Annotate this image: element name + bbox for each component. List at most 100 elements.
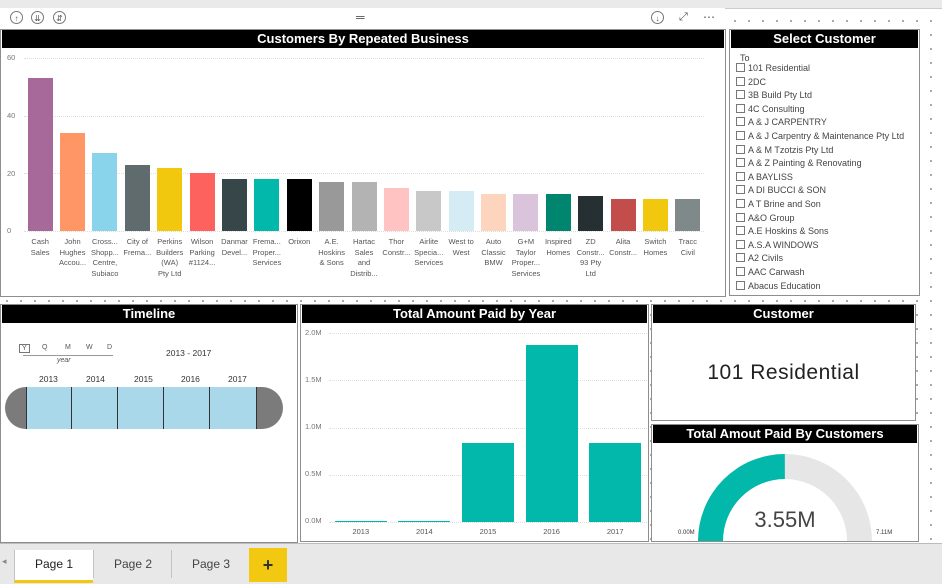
checkbox-icon[interactable]	[736, 76, 745, 86]
bar[interactable]	[351, 181, 377, 231]
customer-card-title: Customer	[653, 305, 914, 323]
bar[interactable]	[398, 521, 451, 522]
bar[interactable]	[286, 179, 312, 231]
slicer-item[interactable]: AAC Carwash	[736, 266, 919, 280]
checkbox-icon[interactable]	[736, 117, 745, 127]
bar[interactable]	[254, 179, 280, 231]
slicer-item[interactable]: A & J CARPENTRY	[736, 116, 919, 130]
y-tick-label: 20	[7, 169, 16, 178]
y-tick-label: 0.0M	[305, 516, 322, 525]
drag-handle-icon[interactable]: ═	[356, 10, 365, 24]
bar[interactable]	[589, 442, 642, 522]
bar[interactable]	[481, 193, 507, 231]
granularity-year[interactable]: Y	[19, 344, 30, 353]
expand-down-icon[interactable]: ⇊	[31, 11, 44, 24]
gridline	[329, 427, 647, 429]
bar[interactable]	[545, 193, 571, 231]
bar[interactable]	[60, 132, 86, 231]
bar[interactable]	[383, 187, 409, 231]
bar[interactable]	[416, 190, 442, 231]
slicer-item[interactable]: A.S.A WINDOWS	[736, 239, 919, 253]
slicer-item[interactable]: A & J Carpentry & Maintenance Pty Ltd	[736, 130, 919, 144]
bar[interactable]	[124, 164, 150, 231]
granularity-month[interactable]: M	[65, 344, 71, 351]
checkbox-icon[interactable]	[736, 198, 745, 208]
bar[interactable]	[513, 193, 539, 231]
drill-up-icon[interactable]: ↑	[10, 11, 23, 24]
slicer-item-label: AAC Carwash	[748, 266, 805, 277]
timeline-period-2016[interactable]	[164, 387, 210, 429]
bar[interactable]	[334, 521, 387, 522]
expand-all-icon[interactable]: ⇵	[53, 11, 66, 24]
slicer-item[interactable]: 4C Consulting	[736, 103, 919, 117]
timeline-period-2013[interactable]	[26, 387, 72, 429]
bar[interactable]	[462, 442, 514, 522]
drill-down-icon[interactable]: ↓	[651, 11, 664, 24]
bar[interactable]	[189, 173, 215, 231]
select-customer-slicer: Select Customer To 101 Residential 2DC 3B …	[729, 29, 920, 296]
bar[interactable]	[319, 181, 345, 231]
slicer-item[interactable]: A T Brine and Son	[736, 198, 919, 212]
page-tabs-bar: ◂ Page 1 Page 2 Page 3 +	[0, 543, 942, 584]
bar[interactable]	[221, 179, 247, 231]
bar[interactable]	[610, 199, 636, 231]
bar[interactable]	[27, 78, 53, 231]
bar[interactable]	[525, 345, 578, 522]
gridline	[329, 380, 647, 382]
timeline-period-2015[interactable]	[118, 387, 164, 429]
bar[interactable]	[92, 153, 118, 231]
bar[interactable]	[448, 190, 474, 231]
slicer-list[interactable]: 101 Residential 2DC 3B Build Pty Ltd 4C Con…	[736, 62, 919, 290]
checkbox-icon[interactable]	[736, 185, 745, 195]
tab-page-2[interactable]: Page 2	[93, 550, 172, 578]
slicer-item-label: A & J CARPENTRY	[748, 117, 827, 128]
checkbox-icon[interactable]	[736, 239, 745, 249]
slicer-item[interactable]: A & Z Painting & Renovating	[736, 157, 919, 171]
timeline-year-label: 2014	[86, 374, 105, 384]
slicer-item[interactable]: A BAYLISS	[736, 171, 919, 185]
x-tick-label: 2014	[416, 527, 433, 536]
checkbox-icon[interactable]	[736, 253, 745, 263]
focus-mode-icon[interactable]: ⤢	[679, 11, 688, 23]
granularity-week[interactable]: W	[86, 344, 93, 351]
slicer-item[interactable]: A DI BUCCI & SON	[736, 184, 919, 198]
bar[interactable]	[578, 196, 604, 231]
more-options-icon[interactable]: ⋯	[703, 10, 715, 24]
repeated-business-panel: Customers By Repeated Business 60 40 20 …	[0, 29, 726, 297]
scroll-left-icon[interactable]: ◂	[2, 556, 7, 566]
timeline-period-2014[interactable]	[72, 387, 118, 429]
slicer-item[interactable]: Abacus Education	[736, 280, 919, 290]
timeline-period-2017[interactable]	[210, 387, 257, 429]
slicer-item[interactable]: 101 Residential	[736, 62, 919, 76]
slicer-item[interactable]: 3B Build Pty Ltd	[736, 89, 919, 103]
tab-page-3[interactable]: Page 3	[171, 550, 250, 578]
checkbox-icon[interactable]	[736, 144, 745, 154]
bar[interactable]	[157, 167, 183, 231]
checkbox-icon[interactable]	[736, 103, 745, 113]
granularity-track	[23, 355, 113, 356]
granularity-day[interactable]: D	[107, 344, 113, 351]
slicer-item-label: 2DC	[748, 76, 767, 87]
add-page-button[interactable]: +	[249, 548, 287, 582]
checkbox-icon[interactable]	[736, 212, 745, 222]
tab-page-1[interactable]: Page 1	[14, 550, 93, 583]
bar[interactable]	[675, 199, 701, 231]
checkbox-icon[interactable]	[736, 171, 745, 181]
x-tick-label: 2017	[606, 527, 624, 536]
checkbox-icon[interactable]	[736, 63, 745, 72]
x-tick-label: ZD Constr... 93 Pty Ltd	[576, 237, 605, 278]
slicer-item-label: A & J Carpentry & Maintenance Pty Ltd	[748, 130, 905, 141]
checkbox-icon[interactable]	[736, 130, 745, 140]
checkbox-icon[interactable]	[736, 280, 745, 290]
checkbox-icon[interactable]	[736, 158, 745, 168]
slicer-item[interactable]: A & M Tzotzis Pty Ltd	[736, 144, 919, 158]
checkbox-icon[interactable]	[736, 226, 745, 236]
bar[interactable]	[642, 199, 668, 231]
granularity-quarter[interactable]: Q	[42, 344, 48, 351]
slicer-item[interactable]: A.E Hoskins & Sons	[736, 225, 919, 239]
checkbox-icon[interactable]	[736, 90, 745, 100]
checkbox-icon[interactable]	[736, 266, 745, 276]
slicer-item[interactable]: A&O Group	[736, 212, 919, 226]
slicer-item[interactable]: A2 Civils	[736, 252, 919, 266]
slicer-item[interactable]: 2DC	[736, 76, 919, 90]
